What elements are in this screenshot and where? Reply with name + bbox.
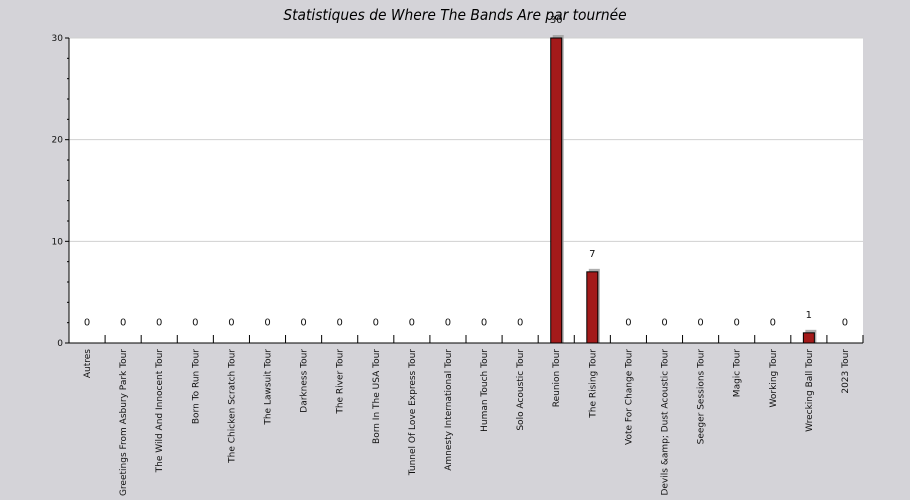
gridlines — [69, 37, 863, 242]
chart-title: Statistiques de Where The Bands Are par … — [283, 6, 627, 24]
x-tick-label: Tunnel Of Love Express Tour — [408, 349, 418, 477]
x-tick-label: Working Tour — [769, 349, 779, 408]
x-tick-label: Amnesty International Tour — [444, 349, 454, 471]
y-tick-label: 30 — [52, 34, 64, 44]
data-label: 0 — [192, 318, 198, 329]
data-label: 0 — [264, 318, 270, 329]
x-tick-label: Vote For Change Tour — [624, 349, 634, 445]
y-tick-label: 0 — [57, 339, 63, 349]
x-tick-label: Born To Run Tour — [191, 349, 201, 424]
x-tick-label: Human Touch Tour — [480, 349, 490, 432]
data-label: 0 — [156, 318, 162, 329]
x-tick-label: Reunion Tour — [552, 349, 562, 408]
plot-area — [69, 38, 863, 343]
data-label: 0 — [697, 318, 703, 329]
data-label: 0 — [445, 318, 451, 329]
bar — [586, 271, 599, 344]
data-label: 0 — [481, 318, 487, 329]
x-tick-label: Solo Acoustic Tour — [516, 349, 526, 431]
data-label: 0 — [300, 318, 306, 329]
x-tick-label: The Wild And Innocent Tour — [155, 349, 165, 474]
x-tick-label: Darkness Tour — [300, 349, 310, 413]
data-label: 0 — [373, 318, 379, 329]
x-tick-label: Born In The USA Tour — [372, 349, 382, 444]
x-tick-label: Seeger Sessions Tour — [697, 349, 707, 445]
bar — [802, 332, 815, 344]
axes — [65, 37, 864, 344]
data-label: 0 — [661, 318, 667, 329]
data-label: 0 — [336, 318, 342, 329]
x-tick-label: Autres — [83, 349, 93, 378]
data-label: 0 — [228, 318, 234, 329]
data-label: 0 — [770, 318, 776, 329]
data-label: 0 — [625, 318, 631, 329]
y-tick-label: 10 — [52, 237, 64, 247]
data-label: 0 — [517, 318, 523, 329]
x-tick-label: The Chicken Scratch Tour — [227, 349, 237, 464]
data-label: 1 — [806, 310, 812, 321]
x-tick-label: The River Tour — [336, 349, 346, 415]
bar — [550, 37, 563, 344]
x-tick-label: Wrecking Ball Tour — [805, 349, 815, 432]
data-label: 0 — [842, 318, 848, 329]
x-tick-label: Greetings From Asbury Park Tour — [119, 349, 129, 496]
x-tick-label: 2023 Tour — [841, 349, 851, 394]
data-label: 30 — [550, 15, 563, 26]
data-label: 7 — [589, 249, 595, 260]
data-label: 0 — [120, 318, 126, 329]
x-tick-label: The Rising Tour — [588, 349, 598, 419]
y-tick-label: 20 — [52, 136, 64, 146]
data-label: 0 — [84, 318, 90, 329]
x-tick-label: Devils &amp; Dust Acoustic Tour — [661, 349, 671, 496]
x-tick-label: The Lawsuit Tour — [264, 349, 274, 426]
data-label: 0 — [409, 318, 415, 329]
x-tick-label: Magic Tour — [733, 349, 743, 397]
data-label: 0 — [733, 318, 739, 329]
